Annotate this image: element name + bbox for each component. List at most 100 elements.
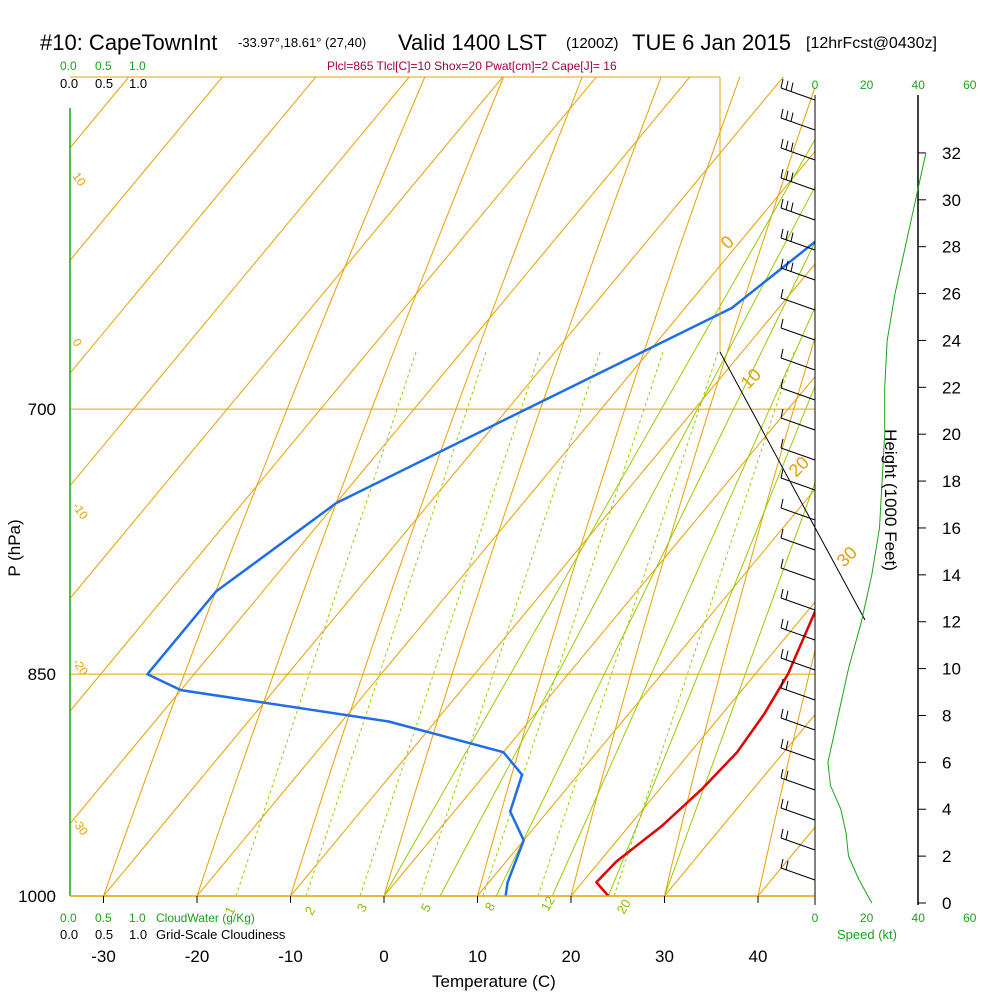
isotherm-line [70, 77, 597, 712]
dry-adiabat-line [290, 77, 583, 896]
theta-boundary-line [719, 351, 866, 621]
wind-barb-flag [780, 798, 784, 809]
dry-adiabat-line [103, 77, 426, 896]
height-tick-label: 30 [942, 191, 961, 210]
cw-tick: 0.0 [60, 911, 77, 925]
wind-barb-flag [785, 650, 789, 660]
moist-adiabat-line [495, 240, 815, 896]
isotherm-line [70, 77, 410, 487]
isotherm-line [70, 77, 504, 600]
cloudwater-scale-top: 0.0 0.5 1.0 0.0 0.5 1.0 [60, 59, 147, 91]
wind-barb [780, 507, 816, 521]
wind-barb-flag [790, 142, 794, 152]
wind-barb [780, 417, 816, 431]
isotherm-line [570, 601, 815, 896]
height-tick-label: 26 [942, 285, 961, 304]
height-tick-label: 12 [942, 613, 961, 632]
wind-barb-flag [780, 498, 784, 509]
dry-adiabat-line [477, 77, 741, 896]
dry-adiabat-line [383, 77, 662, 896]
wind-barb [780, 567, 816, 581]
height-tick-label: 24 [942, 331, 961, 350]
wind-barb-flag [790, 82, 794, 92]
temperature-line [595, 608, 815, 896]
dry-adiabat-line [757, 648, 815, 896]
wind-barb [780, 477, 816, 491]
wind-barb-flag [780, 618, 784, 629]
wind-barb [780, 447, 816, 461]
height-tick-label: 0 [942, 894, 951, 913]
wind-barb-flag [780, 138, 784, 149]
isotherm-line [477, 488, 815, 896]
wind-barb-flag [780, 288, 784, 299]
isotherm-label: 10 [70, 170, 89, 189]
dry-adiabat-line [945, 0, 1000, 896]
wind-barb [780, 267, 816, 281]
wind-speed-line [827, 152, 927, 904]
height-tick-label: 8 [942, 706, 951, 725]
isotherm-line [383, 375, 815, 896]
wind-barb-flag [780, 258, 784, 269]
cw-tick: 0.0 [60, 59, 77, 73]
wind-barb-flag [780, 828, 784, 839]
moist-adiabat-line [607, 384, 815, 896]
wind-barb [780, 807, 816, 821]
isotherm-label: -20 [70, 656, 92, 679]
wind-barb [780, 777, 816, 791]
moist-adiabat-line [664, 481, 815, 896]
wind-barb-flag [785, 860, 789, 870]
mixing-ratio-label: 12 [538, 893, 558, 913]
wind-barb [780, 657, 816, 671]
dry-adiabat-line [196, 77, 505, 896]
wind-barb [780, 837, 816, 851]
wind-barb-flag [780, 228, 784, 239]
temperature-tick-label: 10 [468, 947, 487, 966]
forecast-date: TUE 6 Jan 2015 [632, 30, 791, 55]
wind-barb [780, 357, 816, 371]
wind-barb-flag [780, 768, 784, 779]
zulu-time: (1200Z) [566, 35, 619, 52]
mixing-ratio-line [235, 351, 417, 896]
isotherm-label: -30 [70, 816, 92, 839]
wind-barb-flag [780, 708, 784, 719]
wind-barb [780, 387, 816, 401]
wind-barb-flag [785, 170, 789, 180]
speed-tick-top: 60 [963, 78, 977, 92]
mixing-ratio-line [305, 351, 487, 896]
speed-tick-bottom: 60 [963, 911, 977, 925]
temperature-tick-label: 20 [562, 947, 581, 966]
wind-barb-flag [780, 378, 784, 389]
cloudwater-label: CloudWater (g/Kg) [156, 911, 255, 925]
wind-barb-flag [785, 260, 789, 270]
mixing-ratio-label: 3 [354, 901, 371, 915]
wind-barb-flag [780, 858, 784, 869]
pressure-tick-label: 700 [28, 400, 56, 419]
cw-tick: 0.5 [95, 59, 112, 73]
dry-adiabat-line [664, 335, 815, 896]
speed-tick-bottom: 40 [912, 911, 926, 925]
mixing-ratio-label: 20 [614, 896, 634, 916]
speed-tick-top: 20 [860, 78, 874, 92]
cl-tick: 0.5 [95, 927, 113, 942]
wind-barb-flag [790, 172, 794, 182]
wind-barb-flag [790, 112, 794, 122]
cloudiness-label: Grid-Scale Cloudiness [156, 927, 286, 942]
sounding-profiles [146, 240, 815, 896]
wind-barb [780, 117, 816, 131]
wind-barb-flag [780, 558, 784, 569]
wind-barb-flag [780, 408, 784, 419]
forecast-cycle: [12hrFcst@0430z] [806, 35, 937, 52]
wind-barb-flag [785, 680, 789, 690]
x-axis-title: Temperature (C) [432, 972, 556, 991]
wind-barb-flag [785, 710, 789, 720]
pressure-tick-label: 850 [28, 665, 56, 684]
mixing-ratio-label: 8 [482, 900, 499, 914]
wind-barb-flag [790, 202, 794, 212]
wind-barb-flag [785, 800, 789, 810]
isotherm-line [70, 77, 223, 262]
isotherm-line [196, 150, 815, 896]
isotherm-label: -10 [70, 500, 92, 523]
cw-tick: 0.5 [95, 911, 112, 925]
wind-barb [780, 597, 816, 611]
